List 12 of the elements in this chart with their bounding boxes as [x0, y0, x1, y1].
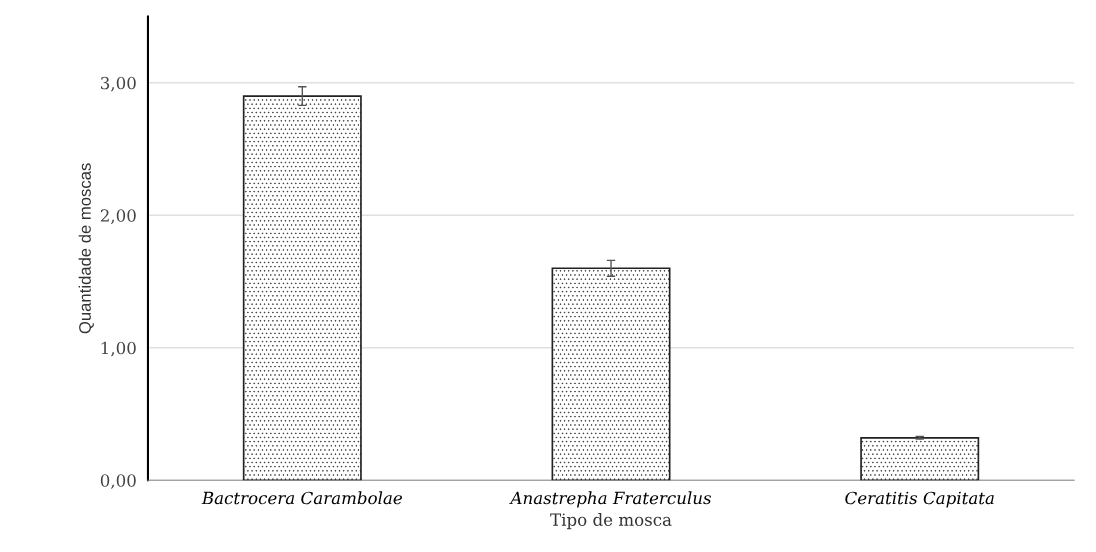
x-tick-label: Anastrepha Fraterculus: [509, 491, 711, 508]
y-tick-label: 2,00: [100, 209, 136, 224]
x-axis-title: Tipo de mosca: [550, 513, 672, 530]
y-tick-label: 1,00: [101, 341, 136, 357]
bar: [242, 95, 362, 481]
y-tick-label: 3,00: [101, 76, 136, 92]
bar: [551, 267, 671, 481]
y-tick-label: 0,00: [100, 474, 136, 489]
x-tick-label: Bactrocera Carambolae: [201, 491, 402, 505]
x-tick-label: Ceratitis Capitata: [845, 491, 994, 508]
y-axis-title: Quantidade de moscas: [78, 163, 94, 334]
bar: [860, 437, 980, 481]
